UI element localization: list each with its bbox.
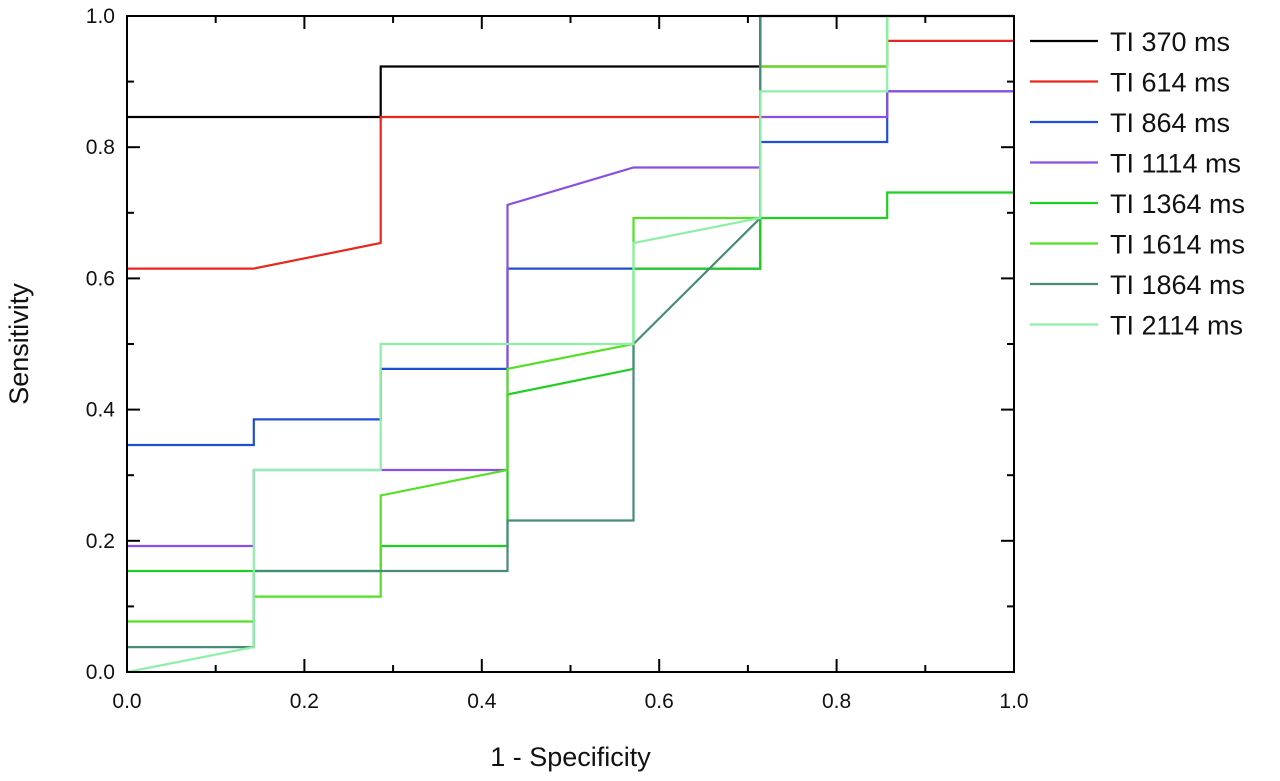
legend-label: TI 370 ms <box>1110 27 1230 57</box>
x-tick-label: 0.6 <box>645 690 674 713</box>
y-tick-label: 0.6 <box>86 267 115 290</box>
legend-label: TI 1364 ms <box>1110 189 1245 219</box>
x-tick-label: 1.0 <box>999 690 1028 713</box>
axes-layer <box>126 15 1015 673</box>
tick-label-layer: 0.0 0.2 0.4 0.6 0.8 1.0 0.0 0.2 0.4 0.6 0.8 1.0 <box>86 5 1029 713</box>
x-tick-label: 0.0 <box>112 690 141 713</box>
x-tick-label: 0.2 <box>290 690 319 713</box>
x-tick-label: 0.4 <box>467 690 497 713</box>
x-tick-label: 0.8 <box>822 690 851 713</box>
legend-label: TI 1114 ms <box>1110 149 1241 179</box>
legend-label: TI 864 ms <box>1110 108 1230 138</box>
legend-label: TI 1614 ms <box>1110 230 1245 260</box>
legend-label: TI 1864 ms <box>1110 270 1245 300</box>
y-tick-label: 0.0 <box>86 661 115 684</box>
legend-label: TI 2114 ms <box>1110 311 1243 341</box>
legend-label: TI 614 ms <box>1110 68 1230 98</box>
y-tick-label: 0.2 <box>86 530 115 553</box>
series-line-8 <box>126 16 889 674</box>
y-tick-label: 0.4 <box>86 399 116 422</box>
series-layer <box>126 14 1014 674</box>
y-tick-label: 0.8 <box>86 136 115 159</box>
y-tick-label: 1.0 <box>86 5 115 28</box>
x-axis-title: 1 - Specificity <box>490 742 651 772</box>
y-axis-title: Sensitivity <box>4 283 34 405</box>
legend: TI 370 ms TI 614 ms TI 864 ms TI 1114 ms TI … <box>1030 27 1245 341</box>
